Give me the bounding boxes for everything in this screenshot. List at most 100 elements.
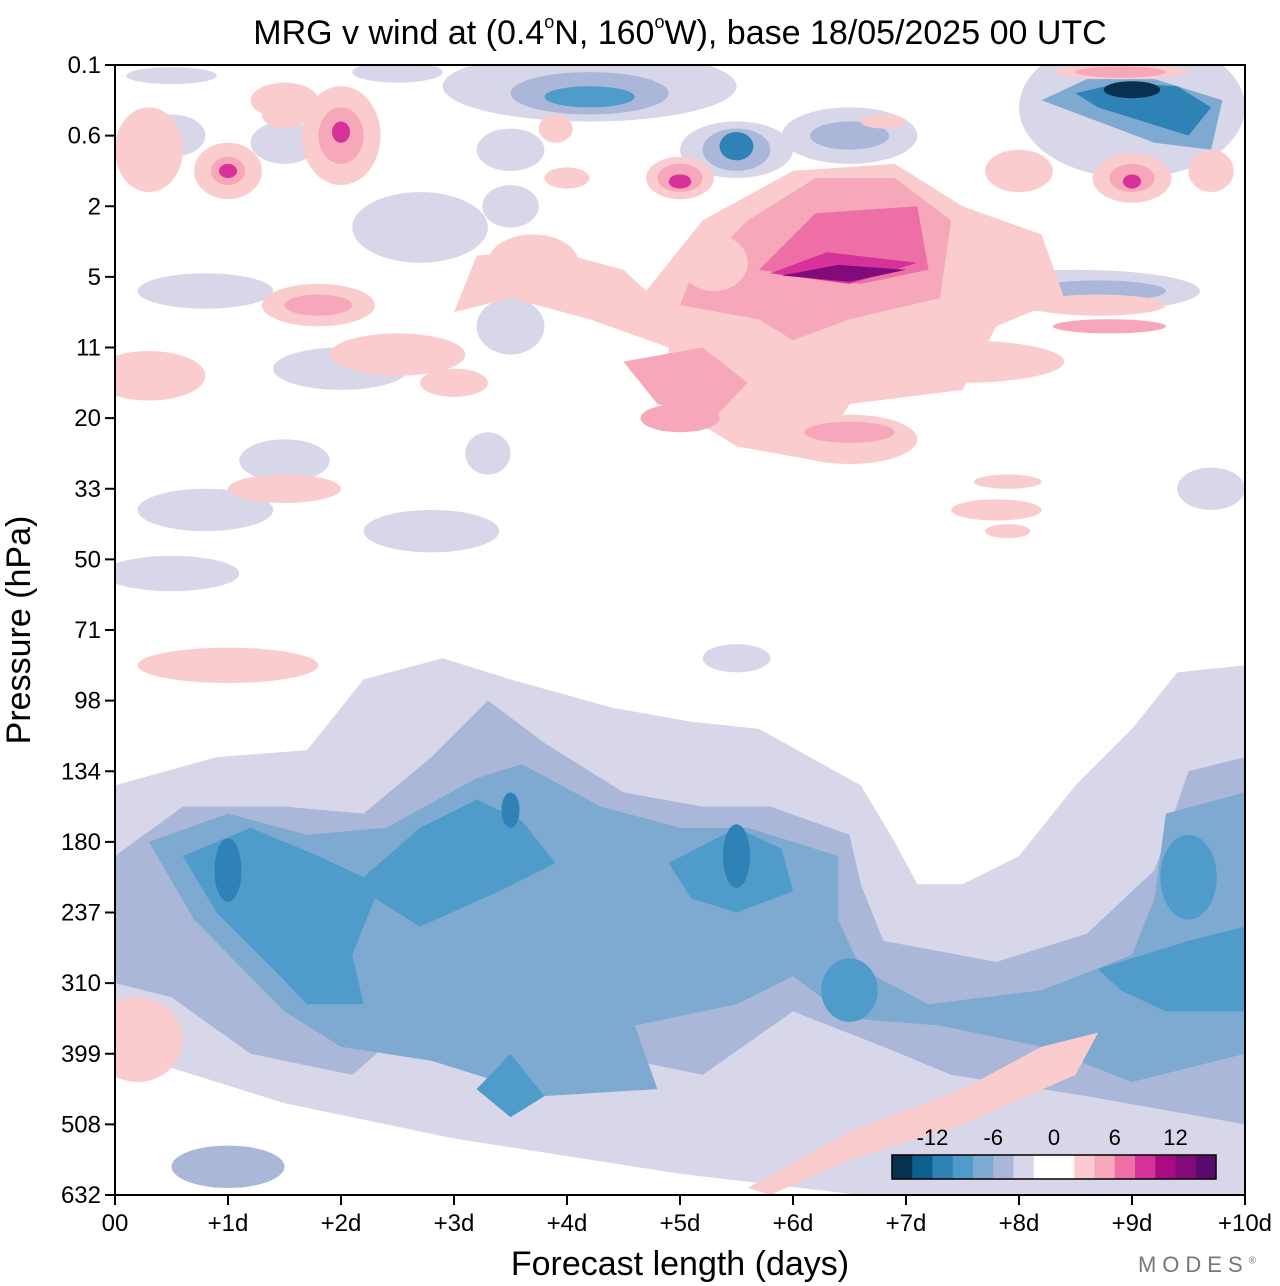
colorbar-swatch (1013, 1155, 1035, 1179)
positive-patch (228, 474, 341, 503)
negative-patch (363, 509, 500, 553)
positive-patch (860, 114, 907, 129)
y-tick-label: 508 (61, 1111, 101, 1138)
colorbar-swatch (912, 1155, 933, 1179)
positive-patch (1052, 319, 1166, 334)
negative-cell-d (544, 86, 635, 108)
x-tick-label: +10d (1218, 1210, 1272, 1237)
y-tick-label: 237 (61, 900, 101, 927)
negative-cell-b (1160, 834, 1217, 920)
negative-region-4c (1098, 926, 1245, 1012)
y-tick-label: 98 (74, 688, 101, 715)
colorbar-label: -12 (917, 1125, 949, 1150)
x-tick-label: +3d (434, 1210, 475, 1237)
negative-patch (239, 439, 330, 482)
x-tick-label: +7d (886, 1210, 927, 1237)
positive-core (218, 163, 238, 178)
positive-patch (1075, 66, 1166, 78)
negative-core-3 (722, 824, 751, 888)
positive-patch (137, 647, 319, 683)
x-axis: 00 +1d +2d +3d +4d +5d +6d +7d +8d +9d +10d (102, 1195, 1272, 1237)
positive-patch (973, 474, 1042, 489)
negative-cell-e (719, 132, 754, 161)
positive-patch (261, 100, 308, 129)
positive-core (331, 121, 351, 143)
positive-patch (544, 167, 590, 189)
x-tick-label: +6d (773, 1210, 814, 1237)
negative-patch (352, 65, 443, 83)
y-tick-label: 71 (74, 617, 101, 644)
positive-patch (329, 333, 466, 376)
positive-region-6 (747, 1032, 1099, 1195)
colorbar-swatch (1195, 1155, 1217, 1179)
y-tick-label: 134 (61, 758, 101, 785)
y-tick-label: 11 (76, 335, 101, 362)
colorbar-swatch (993, 1155, 1014, 1179)
negative-patch (115, 555, 240, 592)
negative-region-upper-core (1075, 82, 1212, 136)
negative-patch (476, 128, 545, 171)
x-tick-label: +4d (547, 1210, 588, 1237)
colorbar: -12 -6 0 6 12 (891, 1125, 1217, 1180)
y-tick-label: 33 (74, 476, 101, 503)
positive-patch (115, 107, 183, 193)
y-tick-label: 2 (88, 193, 101, 220)
positive-patch (951, 499, 1042, 521)
y-tick-label: 5 (88, 264, 101, 291)
negative-core-2 (501, 792, 520, 828)
x-tick-label: +5d (660, 1210, 701, 1237)
positive-patch (985, 149, 1053, 193)
negative-patch (1177, 467, 1245, 510)
negative-patch (465, 432, 511, 475)
positive-patch (115, 997, 183, 1082)
x-tick-label: +2d (321, 1210, 362, 1237)
positive-patch (640, 404, 720, 433)
colorbar-frame (891, 1154, 1217, 1180)
negative-patch (809, 121, 890, 150)
negative-maximum (1103, 81, 1161, 99)
positive-patch (1188, 149, 1234, 193)
negative-cell-a (821, 958, 878, 1022)
colorbar-swatch (932, 1155, 954, 1179)
negative-patch (482, 185, 539, 228)
x-axis-label: Forecast length (days) (511, 1245, 849, 1283)
positive-region-3 (623, 347, 748, 419)
y-axis-label: Pressure (hPa) (0, 516, 38, 745)
y-tick-label: 0.6 (68, 123, 101, 150)
negative-patch (126, 67, 217, 85)
modes-watermark: MODES® (1137, 1252, 1256, 1277)
negative-patch (137, 273, 274, 309)
contour-field (115, 65, 1245, 1195)
y-tick-label: 20 (74, 405, 101, 432)
colorbar-swatch (1135, 1155, 1156, 1179)
y-tick-label: 310 (61, 970, 101, 997)
positive-patch (115, 351, 206, 401)
colorbar-label: 0 (1048, 1125, 1060, 1150)
positive-patch (538, 114, 573, 143)
positive-patch (860, 340, 1065, 383)
negative-patch (476, 298, 545, 355)
positive-maximum (781, 264, 906, 282)
negative-patch (702, 644, 771, 673)
y-tick-label: 180 (61, 829, 101, 856)
y-tick-label: 632 (61, 1182, 101, 1209)
colorbar-label: 6 (1109, 1125, 1121, 1150)
y-tick-label: 50 (74, 546, 101, 573)
y-axis: 0.1 0.6 2 5 11 20 33 50 71 98 134 180 237 310 399 508 63… (61, 52, 115, 1209)
negative-region-4d (476, 1053, 545, 1118)
colorbar-swatch (1114, 1155, 1136, 1179)
negative-core-1 (214, 838, 242, 902)
positive-patch (680, 234, 748, 291)
colorbar-swatch (1033, 1155, 1055, 1179)
positive-patch (985, 524, 1031, 539)
colorbar-swatch (1175, 1155, 1197, 1179)
colorbar-label: -6 (983, 1125, 1003, 1150)
colorbar-swatch (1054, 1155, 1075, 1179)
x-tick-label: 00 (102, 1210, 129, 1237)
positive-patch (284, 294, 353, 316)
colorbar-swatch (1094, 1155, 1116, 1179)
colorbar-swatch (1074, 1155, 1095, 1179)
negative-patch (250, 121, 319, 164)
positive-patch (487, 234, 579, 291)
